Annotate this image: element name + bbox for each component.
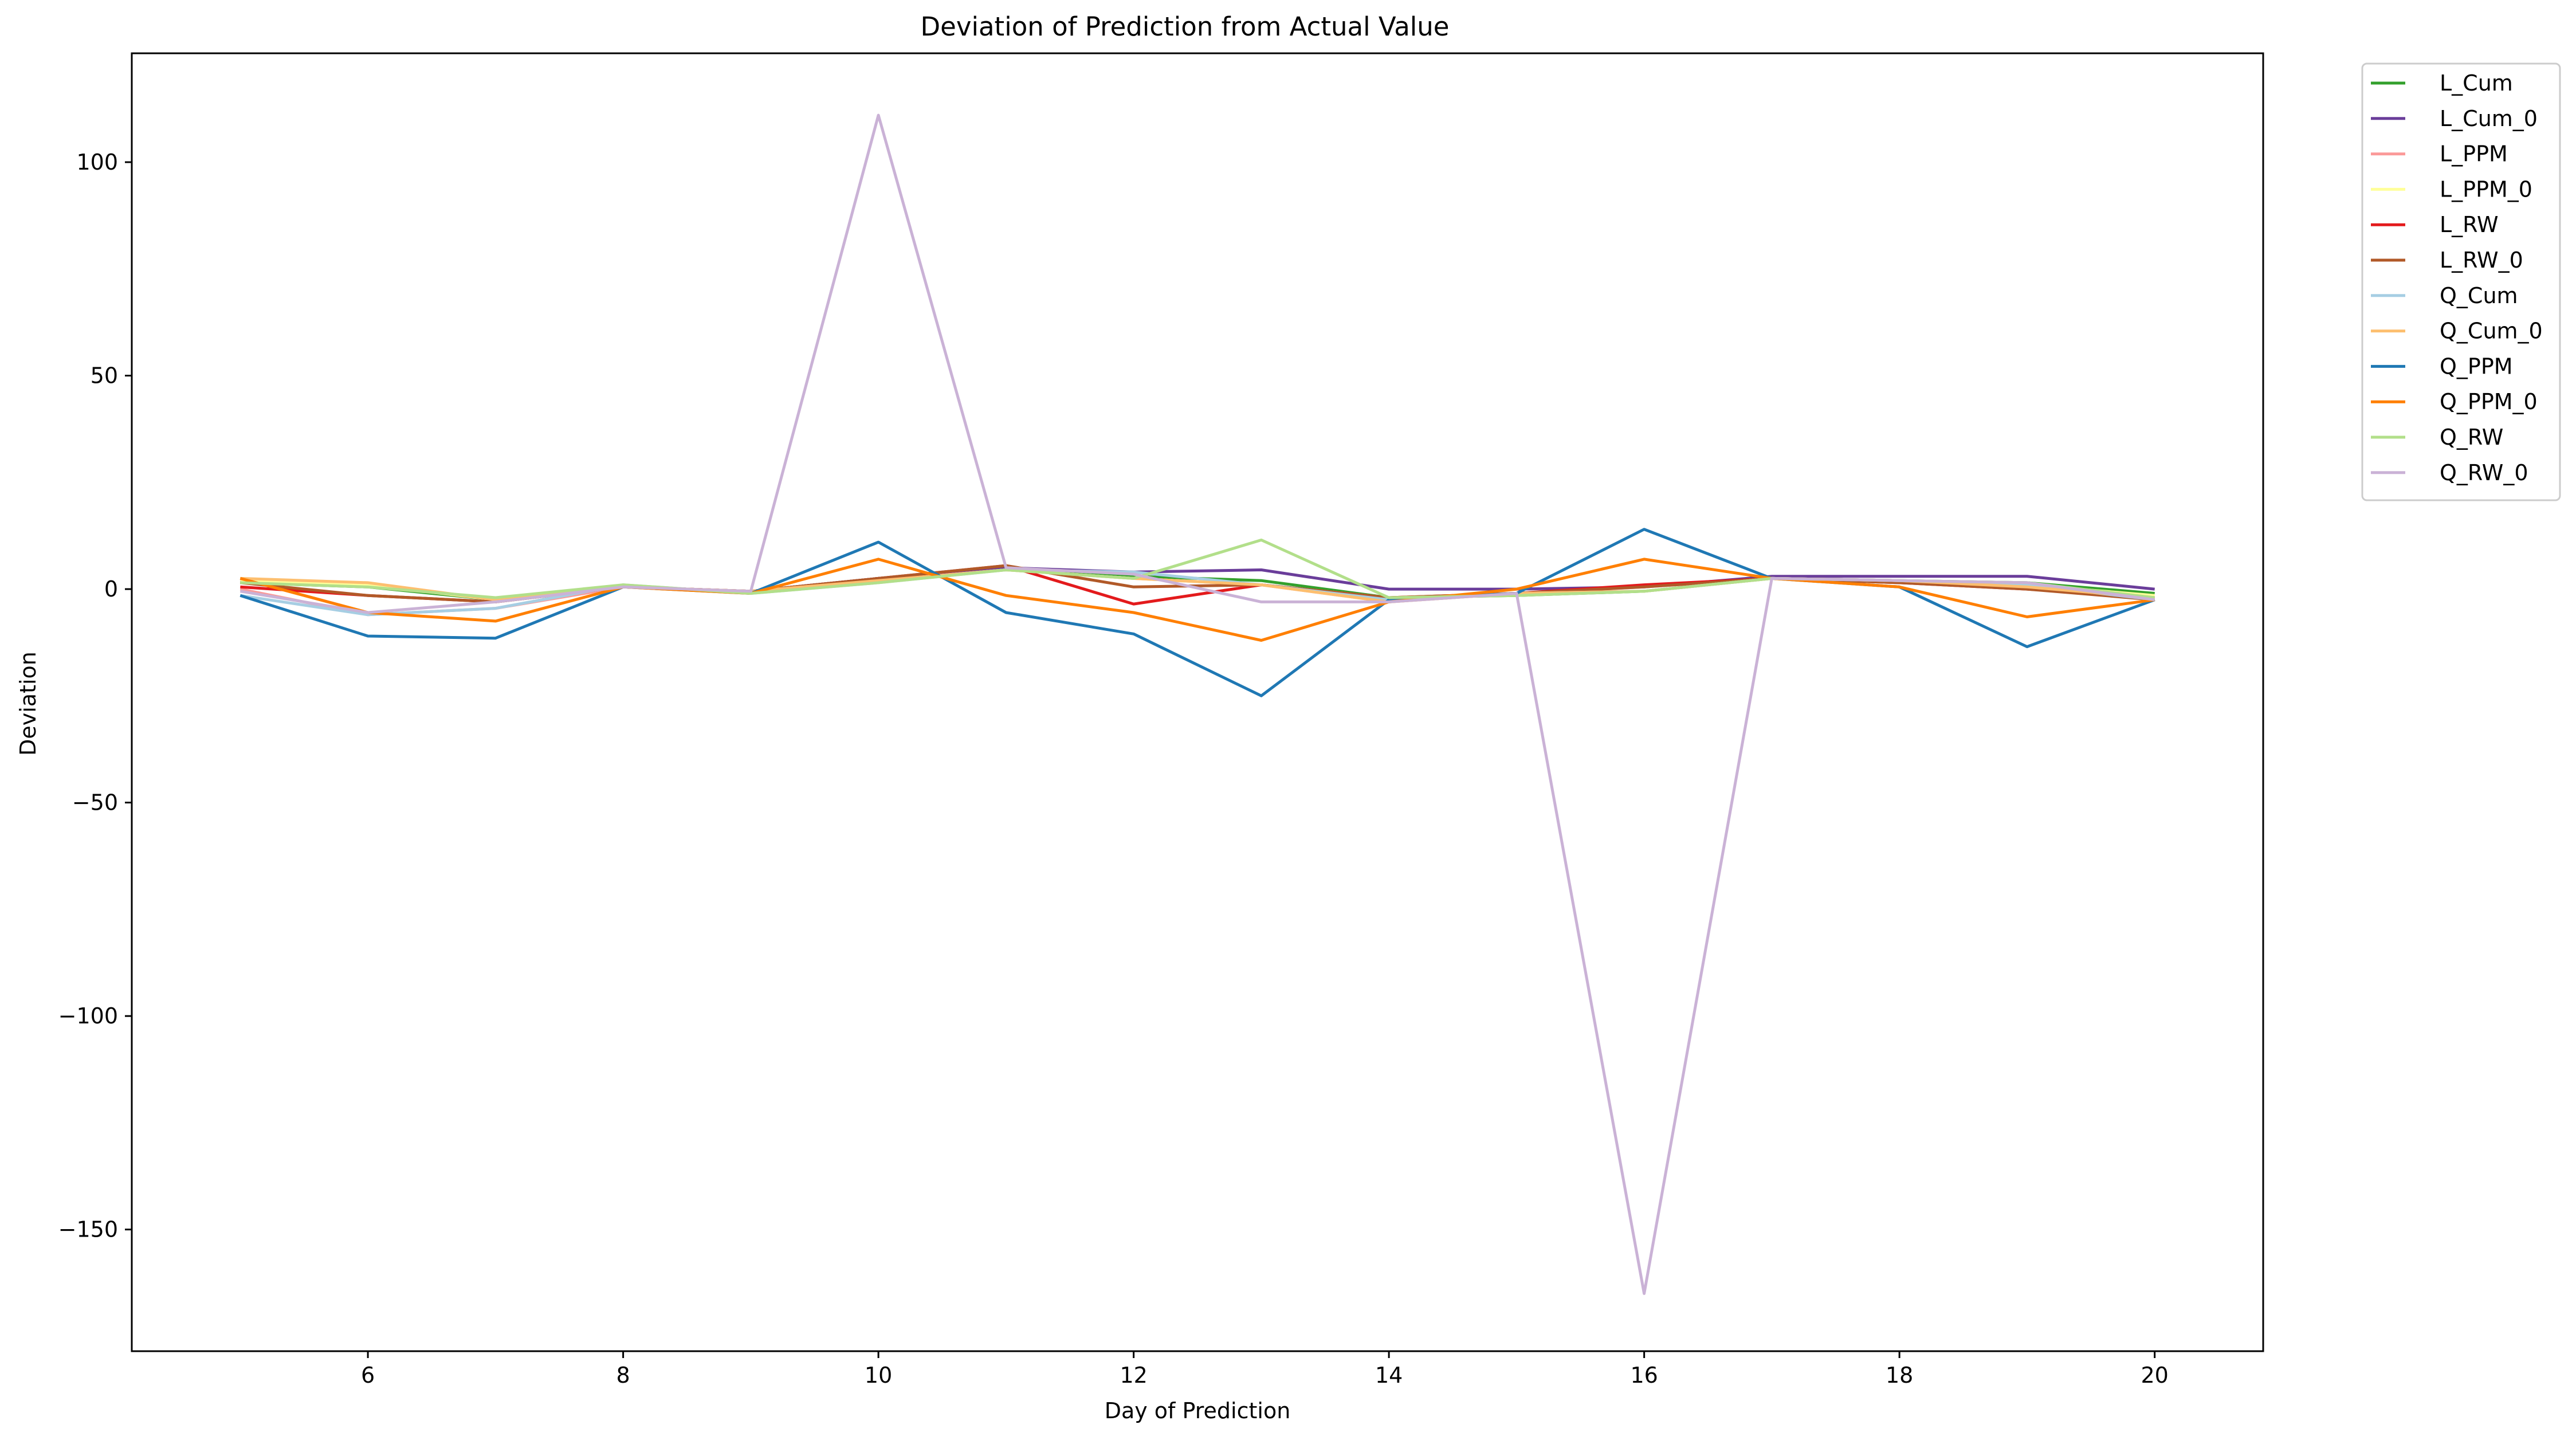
- y-tick-label: 50: [91, 363, 118, 389]
- x-axis-ticks: 6 8 10 12 14 16 18 20: [361, 1351, 2169, 1388]
- legend-label: L_RW_0: [2440, 248, 2523, 273]
- legend: L_Cum L_Cum_0 L_PPM L_PPM_0 L_RW L_RW_0 Q_Cum Q…: [2361, 62, 2561, 501]
- legend-label: Q_Cum_0: [2440, 319, 2543, 344]
- x-tick-label: 6: [361, 1363, 375, 1388]
- chart-title: Deviation of Prediction from Actual Valu…: [921, 11, 1450, 42]
- x-axis-label: Day of Prediction: [1105, 1398, 1291, 1423]
- legend-label: Q_RW: [2440, 425, 2503, 450]
- y-axis-ticks: 100 50 0 −50 −100 −150: [58, 150, 132, 1242]
- legend-label: Q_PPM: [2440, 354, 2513, 379]
- legend-label: L_Cum: [2440, 70, 2513, 96]
- legend-frame: [2361, 62, 2561, 501]
- y-tick-label: 0: [104, 576, 118, 602]
- series-lines: [239, 113, 2155, 1295]
- series-line-q-ppm-0: [239, 558, 2155, 642]
- legend-label: L_Cum_0: [2440, 106, 2538, 131]
- x-tick-label: 20: [2141, 1363, 2168, 1388]
- x-tick-label: 10: [865, 1363, 892, 1388]
- x-tick-label: 16: [1630, 1363, 1658, 1388]
- y-tick-label: 100: [76, 150, 118, 175]
- legend-label: Q_RW_0: [2440, 460, 2528, 485]
- y-axis-label: Deviation: [15, 652, 41, 756]
- series-line-q-rw-0: [239, 113, 2155, 1295]
- legend-items: L_Cum L_Cum_0 L_PPM L_PPM_0 L_RW L_RW_0 Q_Cum Q…: [2371, 70, 2543, 485]
- legend-label: L_PPM_0: [2440, 176, 2532, 202]
- x-tick-label: 18: [1886, 1363, 1913, 1388]
- legend-label: Q_PPM_0: [2440, 389, 2538, 414]
- legend-label: L_PPM: [2440, 142, 2508, 167]
- legend-label: Q_Cum: [2440, 283, 2518, 308]
- legend-label: L_RW: [2440, 212, 2499, 237]
- x-tick-label: 8: [616, 1363, 630, 1388]
- x-tick-label: 12: [1120, 1363, 1147, 1388]
- plot-area-frame: [131, 52, 2264, 1352]
- y-tick-label: −150: [58, 1217, 118, 1242]
- y-tick-label: −50: [72, 790, 118, 815]
- x-tick-label: 14: [1375, 1363, 1403, 1388]
- y-tick-label: −100: [58, 1003, 118, 1029]
